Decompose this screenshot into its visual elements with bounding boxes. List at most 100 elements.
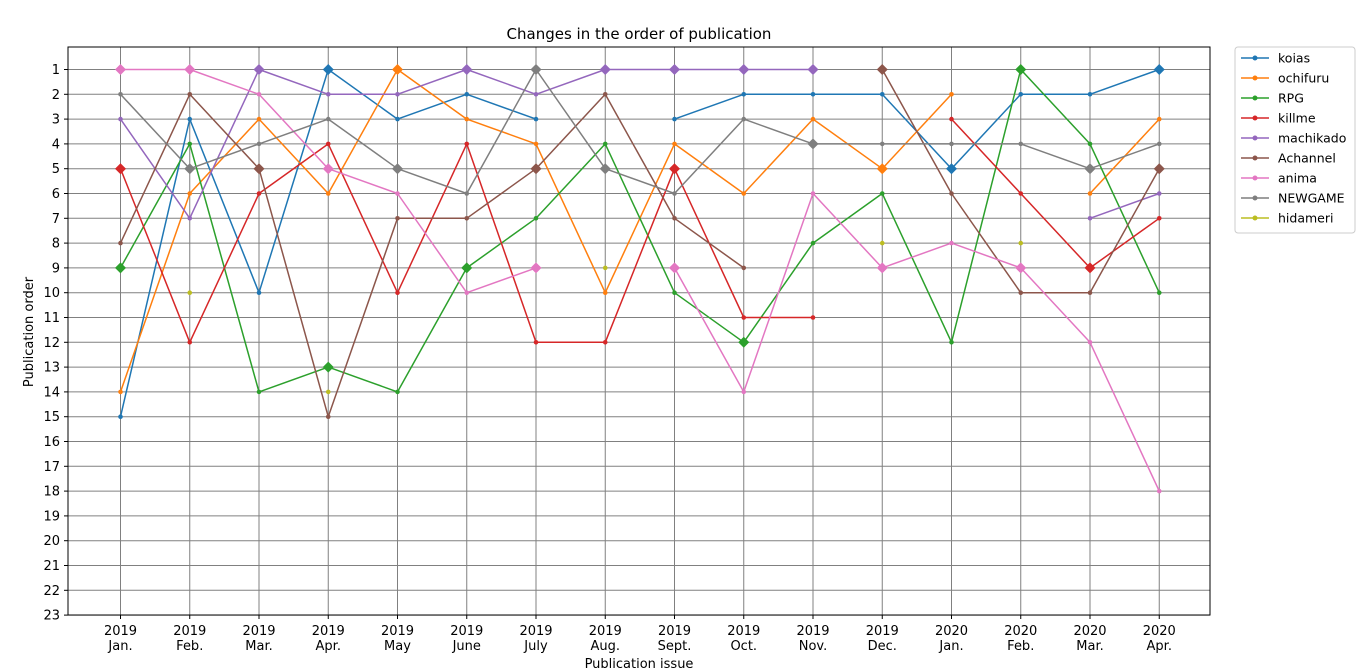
- data-point: [672, 216, 677, 221]
- legend-item-koias: koias: [1241, 51, 1310, 66]
- data-point: [1156, 191, 1162, 196]
- data-point: [187, 216, 193, 221]
- data-point: [1087, 141, 1093, 147]
- x-tick-label-month: July: [523, 639, 548, 654]
- data-point-highlight: [738, 64, 750, 75]
- data-point: [187, 340, 193, 345]
- data-point: [741, 92, 747, 97]
- legend-label: Achannel: [1278, 151, 1336, 166]
- legend-marker: [1252, 175, 1258, 181]
- y-tick-label: 11: [43, 311, 60, 326]
- data-point: [949, 116, 954, 122]
- y-axis-label: Publication order: [22, 276, 37, 387]
- data-point: [672, 116, 677, 122]
- data-point: [1018, 141, 1024, 147]
- data-point-highlight: [876, 262, 888, 274]
- x-tick-label-year: 2019: [242, 624, 275, 639]
- data-point: [741, 315, 747, 320]
- data-point: [1018, 92, 1024, 97]
- x-tick-label-year: 2019: [796, 624, 829, 639]
- x-tick-label-year: 2019: [658, 624, 691, 639]
- legend-label: machikado: [1278, 131, 1346, 146]
- x-tick-label-year: 2019: [312, 624, 345, 639]
- data-point-highlight: [184, 163, 196, 175]
- data-point: [949, 240, 954, 246]
- y-tick-label: 1: [52, 63, 60, 78]
- legend-marker: [1252, 195, 1258, 201]
- data-point: [118, 240, 123, 246]
- series-line-killme: [950, 118, 1160, 269]
- data-point-highlight: [115, 262, 126, 274]
- y-tick-label: 21: [43, 559, 60, 574]
- data-point: [879, 92, 885, 97]
- data-point-highlight: [669, 262, 680, 274]
- legend-item-RPG: RPG: [1241, 91, 1304, 106]
- data-point: [464, 191, 470, 196]
- data-point-highlight: [253, 163, 265, 175]
- legend-item-NEWGAME: NEWGAME: [1241, 191, 1345, 206]
- data-point: [1018, 191, 1024, 196]
- data-point: [395, 92, 400, 97]
- legend-label: killme: [1278, 111, 1316, 126]
- data-point: [325, 414, 331, 420]
- series-line-Achannel: [119, 93, 745, 418]
- data-point: [1018, 240, 1024, 246]
- data-point: [1156, 116, 1162, 122]
- x-tick-label-year: 2019: [104, 624, 137, 639]
- data-point: [533, 116, 539, 122]
- x-tick-label-month: Dec.: [868, 639, 897, 654]
- series-RPG: [115, 64, 1162, 395]
- x-tick-label-year: 2019: [173, 624, 206, 639]
- x-tick-label-year: 2020: [935, 624, 968, 639]
- data-point-highlight: [115, 64, 126, 75]
- data-point: [741, 265, 747, 271]
- data-point-highlight: [1084, 262, 1096, 274]
- legend-item-anima: anima: [1241, 171, 1317, 186]
- data-point-highlight: [322, 64, 334, 75]
- legend-marker: [1252, 95, 1258, 101]
- data-point-highlight: [876, 64, 888, 75]
- data-point-highlight: [184, 64, 196, 75]
- data-point: [1087, 191, 1093, 196]
- x-tick-label-month: Mar.: [245, 639, 272, 654]
- data-point: [325, 92, 331, 97]
- y-tick-label: 3: [52, 113, 60, 128]
- x-tick-label-year: 2020: [1073, 624, 1106, 639]
- x-tick-label-month: Feb.: [176, 639, 203, 654]
- data-point: [1087, 290, 1093, 296]
- x-tick-label-month: Sept.: [658, 639, 692, 654]
- x-tick-label-month: Oct.: [730, 639, 757, 654]
- x-tick-label-year: 2019: [866, 624, 899, 639]
- y-tick-label: 12: [43, 336, 60, 351]
- data-point: [672, 290, 677, 296]
- data-point-highlight: [946, 163, 957, 175]
- series-machikado: [118, 64, 1162, 221]
- legend-label: hidameri: [1278, 211, 1333, 226]
- legend-label: koias: [1278, 51, 1310, 66]
- y-tick-label: 2: [52, 88, 60, 103]
- plot-frame: [67, 46, 1211, 616]
- data-point: [879, 141, 885, 147]
- data-point: [395, 216, 400, 221]
- x-tick-label-year: 2019: [589, 624, 622, 639]
- series-Achannel: [118, 64, 1165, 420]
- x-tick-label-month: Apr.: [316, 639, 341, 654]
- data-point-highlight: [392, 163, 403, 175]
- data-point: [118, 92, 123, 97]
- legend-frame: [1234, 46, 1356, 234]
- data-point: [187, 191, 193, 196]
- data-point-highlight: [1153, 64, 1165, 75]
- data-point: [464, 216, 470, 221]
- legend-item-Achannel: Achannel: [1241, 151, 1336, 166]
- data-point: [533, 216, 539, 221]
- x-tick-label-year: 2019: [519, 624, 552, 639]
- series-hidameri: [187, 240, 1024, 395]
- y-tick-label: 23: [43, 609, 60, 624]
- data-point: [810, 116, 816, 122]
- series-NEWGAME: [118, 64, 1162, 196]
- data-point: [533, 92, 539, 97]
- y-tick-label: 8: [52, 237, 60, 252]
- data-point: [395, 191, 400, 196]
